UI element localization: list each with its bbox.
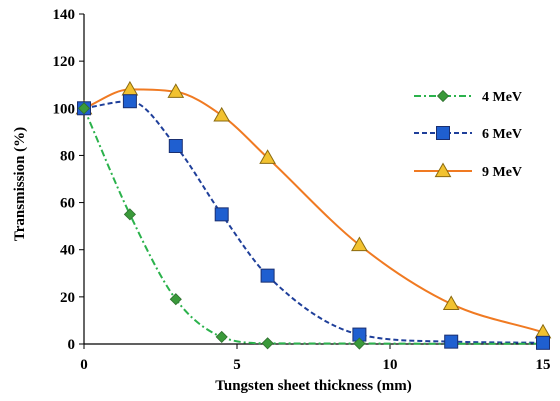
series-group — [75, 80, 552, 350]
data-point-9-mev — [259, 149, 276, 164]
data-point-4-mev — [215, 330, 228, 343]
series-line-6-mev — [83, 100, 544, 344]
y-tick-label: 120 — [53, 54, 76, 70]
x-tick-label: 5 — [233, 357, 241, 373]
legend: 4 MeV 6 MeV 9 MeV — [414, 89, 522, 180]
x-axis-title: Tungsten sheet thickness (mm) — [215, 378, 412, 394]
data-point-6-mev — [536, 335, 550, 350]
data-point-6-mev — [168, 139, 183, 153]
y-tick-label: 80 — [60, 148, 75, 164]
y-tick-label: 20 — [60, 290, 75, 306]
y-tick-label: 100 — [53, 101, 76, 117]
y-tick-label: 60 — [60, 196, 75, 212]
x-tick-label: 15 — [536, 357, 551, 373]
data-point-9-mev — [351, 236, 368, 252]
series-line-9-mev — [83, 88, 544, 334]
legend-label-4-mev: 4 MeV — [482, 90, 522, 105]
y-tick-label: 40 — [60, 243, 75, 259]
y-tick-label: 0 — [68, 337, 76, 353]
data-point-4-mev — [123, 208, 136, 221]
data-point-4-mev — [169, 293, 182, 306]
y-tick-label: 140 — [53, 7, 76, 23]
data-point-6-mev — [214, 207, 229, 222]
legend-marker-6-mev — [436, 126, 450, 140]
legend-marker-9-mev — [434, 162, 452, 178]
series-line-4-mev — [83, 107, 543, 345]
axes: 0 20 40 60 80 100 120 140 0 5 10 15 — [53, 7, 551, 373]
data-point-9-mev — [167, 83, 185, 98]
data-point-4-mev — [353, 337, 366, 350]
x-tick-label: 0 — [80, 357, 88, 373]
data-point-9-mev — [213, 106, 231, 122]
legend-label-9-mev: 9 MeV — [482, 165, 522, 180]
y-axis-title: Transmission (%) — [12, 127, 28, 241]
legend-label-6-mev: 6 MeV — [482, 127, 522, 142]
data-point-4-mev — [77, 102, 91, 115]
data-point-9-mev — [442, 295, 460, 311]
x-tick-label: 10 — [383, 357, 398, 373]
data-point-6-mev — [444, 334, 459, 349]
legend-marker-4-mev — [436, 89, 450, 103]
data-point-4-mev — [261, 337, 274, 350]
data-point-6-mev — [122, 94, 137, 109]
data-point-6-mev — [260, 268, 275, 283]
